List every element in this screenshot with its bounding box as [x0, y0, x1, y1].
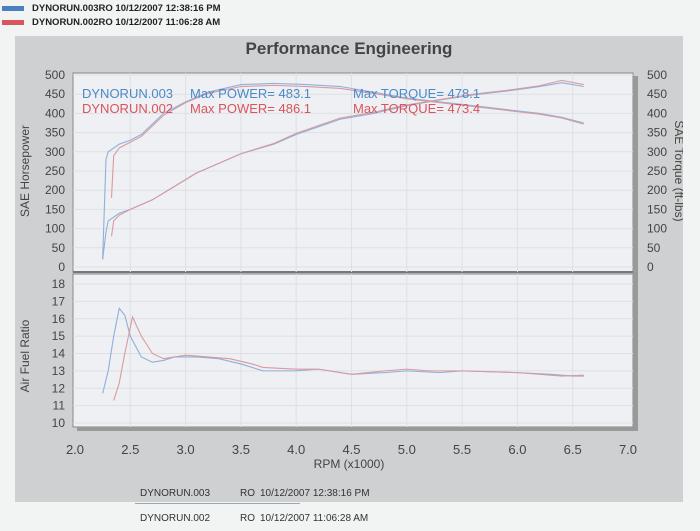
right-y-tick-label: 0: [647, 260, 654, 274]
series-line-dynorun-002-power: [110, 79, 584, 237]
footer-datetime: 10/12/2007 11:06:28 AM: [260, 513, 369, 524]
series-line-dynorun-003-torque: [102, 82, 584, 260]
left-y-tick-label: 350: [45, 126, 65, 140]
footer-run: DYNORUN.003: [140, 488, 211, 499]
legend-label: DYNORUN.002RO 10/12/2007 11:06:28 AM: [32, 17, 221, 28]
bottom-plot-area: [72, 273, 634, 428]
left-y-tick-label: 250: [45, 164, 65, 178]
x-tick-label: 2.0: [66, 442, 84, 457]
annotation-max-power: Max POWER= 486.1: [190, 101, 311, 116]
plot-shadow: [633, 76, 638, 431]
footer-row-run-002: DYNORUN.002 RO 10/12/2007 11:06:28 AM: [140, 513, 368, 524]
afr-y-tick-label: 11: [53, 399, 66, 413]
x-tick-label: 5.5: [453, 442, 471, 457]
annotation-max-torque: Max TORQUE= 473.4: [353, 101, 480, 116]
chart-frame: Performance Engineering 2.0 2.5 3.0 3.5 4.0 4.…: [15, 36, 683, 502]
afr-y-axis-label: Air Fuel Ratio: [18, 319, 32, 392]
left-y-tick-label: 450: [45, 87, 65, 101]
right-y-tick-label: 150: [647, 202, 667, 216]
right-y-tick-label: 100: [647, 222, 667, 236]
annotation-run: DYNORUN.003: [82, 86, 173, 101]
x-tick-label: 4.0: [287, 442, 305, 457]
right-y-tick-label: 200: [647, 183, 667, 197]
top-plot-area: [72, 72, 634, 273]
left-y-tick-label: 50: [52, 241, 66, 255]
afr-y-tick-label: 18: [52, 277, 66, 291]
legend-item-run-002: DYNORUN.002RO 10/12/2007 11:06:28 AM: [2, 17, 220, 28]
annotation-run: DYNORUN.002: [82, 101, 173, 116]
right-y-tick-label: 50: [647, 241, 661, 255]
afr-y-tick-label: 14: [52, 347, 66, 361]
footer-datetime: 10/12/2007 12:38:16 PM: [260, 488, 370, 499]
footer-type: RO: [240, 513, 255, 524]
plot-shadow-bottom: [77, 427, 637, 431]
x-tick-label: 3.0: [177, 442, 195, 457]
right-y-tick-label: 450: [647, 87, 667, 101]
afr-y-tick-label: 10: [52, 416, 66, 430]
annotation-max-torque: Max TORQUE= 478.1: [353, 86, 480, 101]
left-y-axis-label: SAE Horsepower: [18, 125, 32, 217]
legend-item-run-003: DYNORUN.003RO 10/12/2007 12:38:16 PM: [2, 3, 221, 14]
left-y-tick-label: 100: [45, 222, 65, 236]
legend-swatch: [2, 20, 24, 25]
left-y-tick-label: 200: [45, 183, 65, 197]
right-y-tick-label: 400: [647, 106, 667, 120]
legend-swatch: [2, 6, 24, 11]
series-line-dynorun-002-torque: [110, 84, 584, 198]
series-line-dynorun-002-afr: [113, 315, 584, 401]
series-line-dynorun-003-power: [102, 82, 584, 260]
left-y-tick-label: 500: [45, 68, 65, 82]
left-y-tick-label: 400: [45, 106, 65, 120]
right-y-tick-label: 350: [647, 126, 667, 140]
x-tick-label: 6.5: [564, 442, 582, 457]
right-y-tick-label: 250: [647, 164, 667, 178]
x-tick-label: 7.0: [619, 442, 637, 457]
afr-y-tick-label: 16: [52, 312, 66, 326]
annotation-max-power: Max POWER= 483.1: [190, 86, 311, 101]
x-tick-label: 2.5: [121, 442, 139, 457]
x-tick-label: 4.5: [342, 442, 360, 457]
x-tick-label: 3.5: [232, 442, 250, 457]
chart-title: Performance Engineering: [246, 39, 453, 58]
left-y-tick-label: 300: [45, 145, 65, 159]
afr-y-tick-label: 12: [52, 381, 66, 395]
afr-y-tick-label: 17: [52, 294, 66, 308]
footer-divider: [135, 503, 300, 504]
afr-y-tick-label: 13: [52, 364, 66, 378]
right-y-tick-label: 500: [647, 68, 667, 82]
left-y-tick-label: 0: [58, 260, 65, 274]
x-tick-label: 6.0: [508, 442, 526, 457]
dyno-chart: Performance Engineering 2.0 2.5 3.0 3.5 4.0 4.…: [18, 39, 683, 471]
left-y-tick-label: 150: [45, 202, 65, 216]
afr-y-tick-label: 15: [52, 329, 66, 343]
legend-label: DYNORUN.003RO 10/12/2007 12:38:16 PM: [32, 3, 221, 14]
right-y-tick-label: 300: [647, 145, 667, 159]
footer-type: RO: [240, 488, 255, 499]
footer-row-run-003: DYNORUN.003 RO 10/12/2007 12:38:16 PM: [140, 488, 370, 499]
footer-run: DYNORUN.002: [140, 513, 211, 524]
x-tick-label: 5.0: [398, 442, 416, 457]
right-y-axis-label: SAE Torque (ft-lbs): [672, 120, 683, 221]
x-axis-label: RPM (x1000): [314, 457, 385, 471]
